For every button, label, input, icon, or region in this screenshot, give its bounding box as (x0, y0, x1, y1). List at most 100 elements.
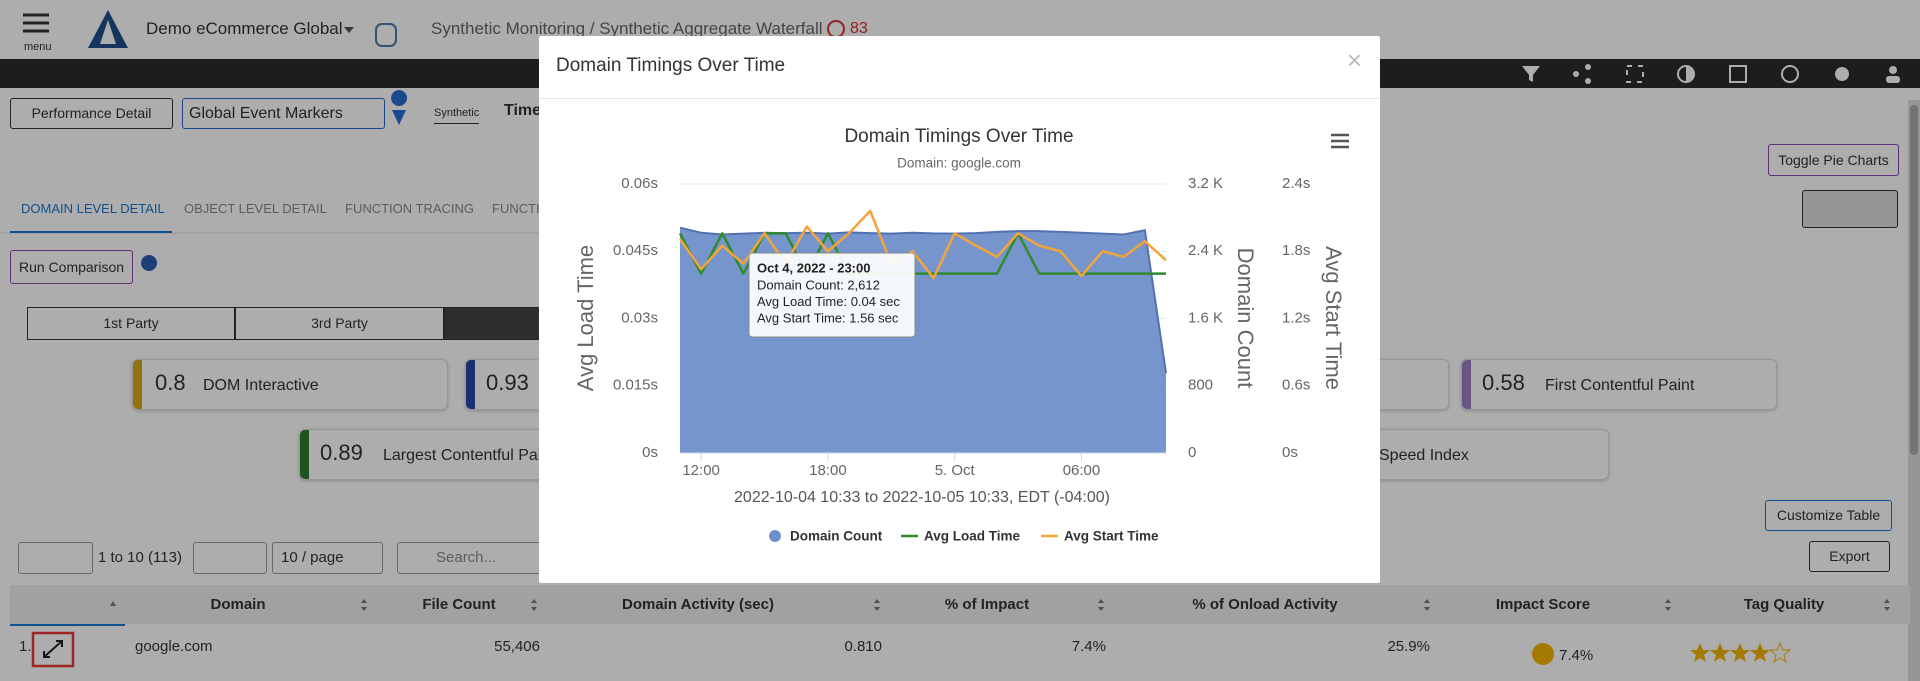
column-header[interactable]: Domain Activity (sec) (622, 596, 774, 613)
customize-table[interactable]: Customize Table (1765, 500, 1892, 531)
column-header[interactable]: Impact Score (1495, 596, 1591, 613)
alert-count[interactable]: 83 (850, 20, 868, 37)
x-tick-label: 5. Oct (935, 462, 976, 479)
menu-icon[interactable] (23, 13, 49, 33)
y3-tick-label: 1.2s (1282, 309, 1310, 326)
y-tick-label: 0.03s (621, 309, 658, 326)
score-label: DOM Interactive (203, 377, 319, 394)
export[interactable]: Export (1809, 541, 1890, 572)
table-header-bg (10, 585, 1910, 624)
y-tick-label: 0s (642, 444, 658, 461)
column-header[interactable]: File Count (422, 596, 496, 613)
cell: 7.4% (1071, 638, 1106, 655)
cell: 7.4% (1559, 647, 1594, 664)
y2-tick-label: 0 (1188, 444, 1196, 461)
toggle-pie[interactable]: Toggle Pie Charts (1768, 144, 1899, 176)
y3-tick-label: 0.6s (1282, 377, 1310, 394)
y3-axis-title: Avg Start Time (1321, 246, 1346, 390)
tooltip-title: Oct 4, 2022 - 23:00 (757, 260, 870, 275)
search[interactable]: Search... (397, 542, 547, 574)
pin-icon[interactable] (391, 90, 408, 125)
stars (1690, 641, 1792, 664)
legend-label: Domain Count (790, 529, 883, 544)
modal-divider (539, 98, 1380, 99)
breadcrumb: Synthetic Monitoring / Synthetic Aggrega… (431, 19, 823, 38)
page-size[interactable]: 10 / page (272, 542, 383, 574)
legend-label: Avg Load Time (924, 529, 1021, 544)
time-label: Time (504, 102, 542, 119)
column-header[interactable]: Domain (210, 596, 266, 613)
info-icon (141, 255, 157, 271)
y3-tick-label: 1.8s (1282, 242, 1310, 259)
score-value: 0.58 (1482, 370, 1525, 395)
score-card: 0.58 First Contentful Paint (1461, 359, 1777, 410)
tooltip-line: Avg Start Time: 1.56 sec (757, 310, 899, 325)
synthetic-tag: Synthetic (434, 103, 480, 124)
modal-close[interactable]: × (1346, 45, 1362, 75)
run-comparison[interactable]: Run Comparison (10, 250, 133, 284)
score-label: Largest Contentful Pai (383, 447, 542, 464)
row-index: 1. (19, 638, 32, 655)
legend-label: Avg Start Time (1064, 529, 1159, 544)
toolbar-icons[interactable] (1522, 64, 1900, 84)
column-header[interactable]: % of Impact (944, 596, 1030, 613)
impact-emoji (1532, 643, 1554, 665)
first-prev-buttons[interactable] (18, 542, 93, 574)
tooltip-box (748, 252, 916, 338)
score-label: Speed Index (1379, 447, 1469, 464)
line (678, 209, 1167, 280)
score-value: 0.8 (155, 370, 186, 395)
y2-axis-title: Domain Count (1233, 248, 1258, 389)
column-header[interactable]: Tag Quality (1743, 596, 1825, 613)
chart-subtitle: Domain: google.com (897, 156, 1021, 171)
layout-toggle[interactable] (1802, 190, 1898, 228)
y-tick-label: 0.045s (613, 242, 658, 259)
chart-menu[interactable] (1331, 133, 1349, 149)
column-header[interactable]: % of Onload Activity (1192, 596, 1338, 613)
y2-tick-label: 800 (1188, 377, 1213, 394)
tab[interactable]: DOMAIN LEVEL DETAIL (21, 201, 165, 216)
y-tick-label: 0.015s (613, 377, 658, 394)
area-line (679, 226, 1167, 374)
cell: google.com (135, 638, 213, 655)
sort-icons[interactable] (110, 599, 1890, 611)
score-card: 0.8 DOM Interactive (132, 359, 448, 410)
party-filter[interactable]: 1st Party (27, 307, 235, 340)
tab[interactable]: FUNCTION TRACING (345, 201, 475, 216)
markers-select[interactable]: Global Event Markers (182, 98, 385, 129)
cell: 55,406 (494, 638, 540, 655)
score-value: 0.89 (320, 440, 363, 465)
y3-tick-label: 0s (1282, 444, 1298, 461)
score-label: First Contentful Paint (1545, 377, 1695, 394)
y2-tick-label: 2.4 K (1188, 242, 1223, 259)
legend-marker (769, 530, 781, 542)
page-range: 1 to 10 (113) (98, 549, 182, 566)
org-name[interactable]: Demo eCommerce Global (146, 19, 343, 38)
modal-title: Domain Timings Over Time (556, 55, 786, 76)
view-button[interactable]: Performance Detail (10, 98, 173, 129)
lock-icon (375, 23, 397, 47)
next-last-buttons[interactable] (193, 542, 267, 574)
tooltip-line: Domain Count: 2,612 (757, 277, 880, 292)
x-tick-label: 12:00 (682, 462, 720, 479)
party-filter[interactable]: 3rd Party (235, 307, 444, 340)
tab[interactable]: OBJECT LEVEL DETAIL (184, 201, 327, 216)
score-value: 0.93 (486, 370, 529, 395)
y3-tick-label: 2.4s (1282, 175, 1310, 192)
cell: 25.9% (1387, 638, 1430, 655)
logo-cut (100, 20, 116, 44)
caret[interactable] (344, 27, 354, 33)
cell: 0.810 (844, 638, 882, 655)
scrollbar-thumb[interactable] (1910, 105, 1918, 455)
y2-tick-label: 1.6 K (1188, 309, 1223, 326)
expand-icon[interactable] (43, 640, 63, 658)
expand-highlight (31, 631, 75, 668)
tab[interactable]: FUNCTI (492, 201, 540, 216)
chart-title: Domain Timings Over Time (844, 126, 1073, 147)
y2-tick-label: 3.2 K (1188, 175, 1223, 192)
menu-label: menu (24, 41, 52, 53)
x-tick-label: 06:00 (1063, 462, 1101, 479)
y-axis-title: Avg Load Time (573, 245, 598, 391)
